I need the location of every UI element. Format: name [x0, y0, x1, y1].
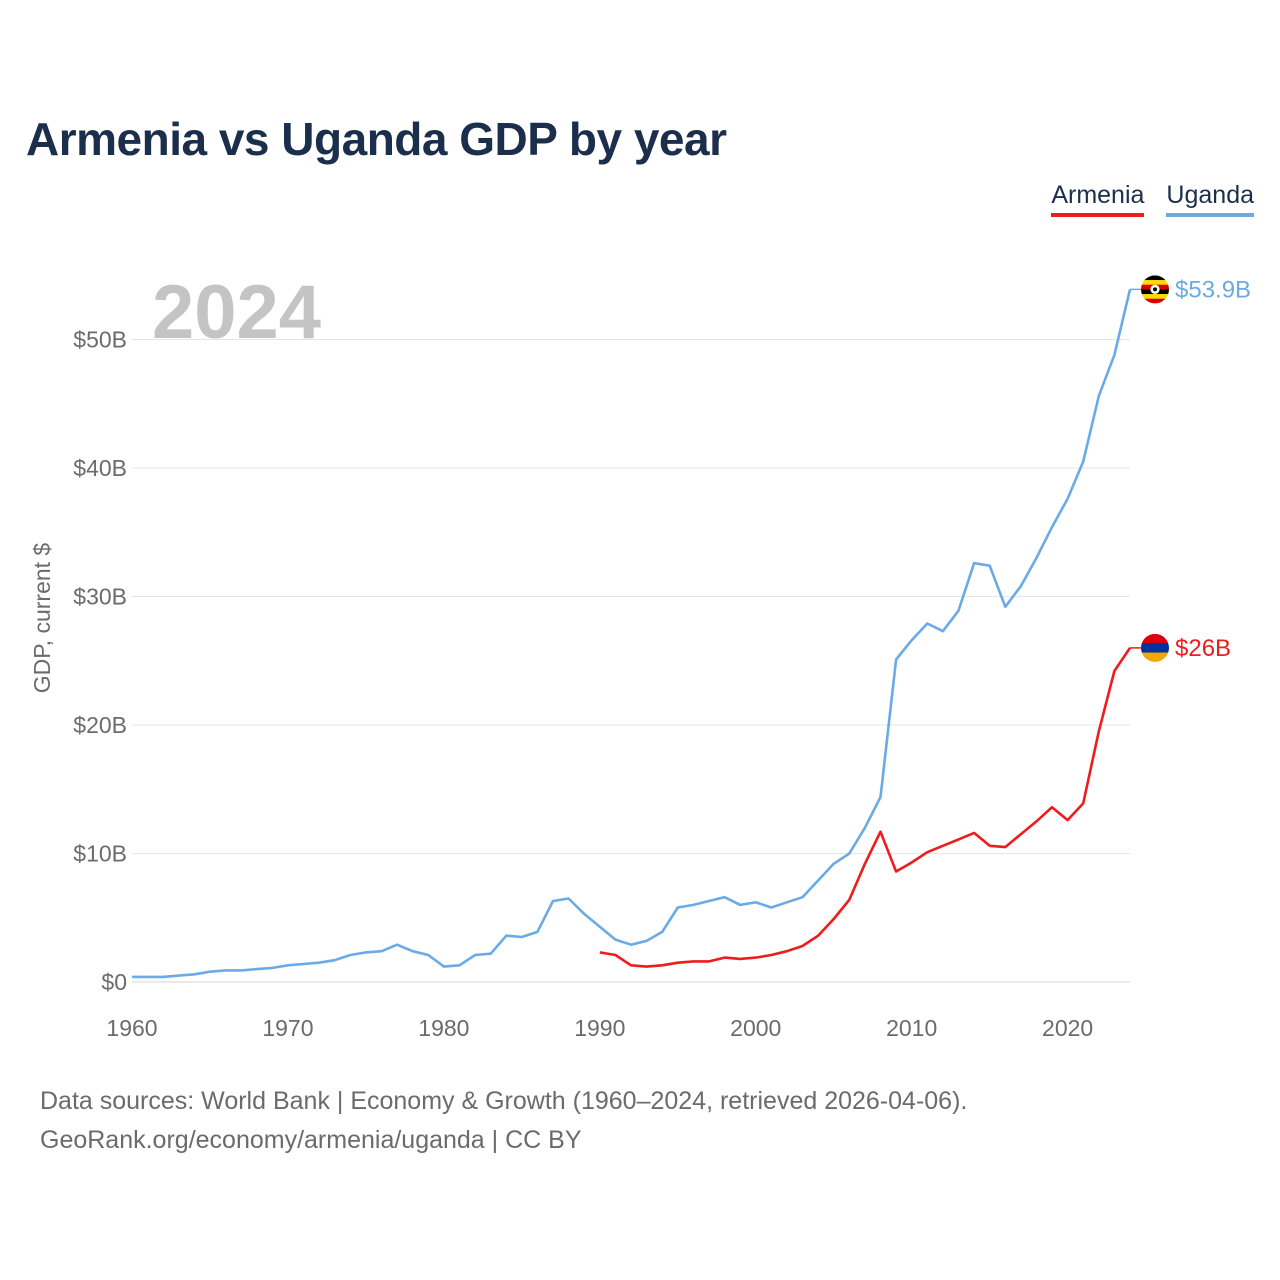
year-watermark: 2024 [152, 270, 321, 355]
y-tick-label: $40B [73, 455, 127, 481]
y-tick-label: $0 [101, 969, 127, 995]
y-axis-label: GDP, current $ [29, 543, 55, 694]
series-line-uganda[interactable] [132, 289, 1132, 979]
x-tick-label: 1960 [106, 1015, 157, 1041]
end-labels: $26B $53.9B [1130, 275, 1251, 662]
grid-lines [132, 339, 1130, 983]
x-tick-label: 2010 [886, 1015, 937, 1041]
x-tick-label: 2000 [730, 1015, 781, 1041]
source-line-2: GeoRank.org/economy/armenia/uganda | CC … [40, 1126, 582, 1154]
end-value-label-uganda: $53.9B [1175, 276, 1251, 303]
series-line-armenia[interactable] [599, 647, 1132, 968]
y-tick-label: $10B [73, 841, 127, 867]
x-axis-ticks: 1960 1970 1980 1990 2000 2010 2020 [106, 1015, 1093, 1041]
x-tick-label: 2020 [1042, 1015, 1093, 1041]
source-note: Data sources: World Bank | Economy & Gro… [40, 1082, 967, 1160]
source-line-1: Data sources: World Bank | Economy & Gro… [40, 1087, 968, 1115]
end-value-label-armenia: $26B [1175, 635, 1231, 662]
legend-item-uganda[interactable]: Uganda [1166, 180, 1254, 217]
chart-title: Armenia vs Uganda GDP by year [26, 113, 727, 165]
legend: Armenia Uganda [1051, 180, 1254, 217]
x-tick-label: 1980 [418, 1015, 469, 1041]
y-tick-label: $50B [73, 327, 127, 353]
y-axis-ticks: $0 $10B $20B $30B $40B $50B [73, 327, 127, 996]
legend-item-armenia[interactable]: Armenia [1051, 180, 1145, 217]
x-tick-label: 1970 [262, 1015, 313, 1041]
y-tick-label: $20B [73, 712, 127, 738]
y-tick-label: $30B [73, 584, 127, 610]
series [132, 289, 1132, 979]
uganda-flag-icon [1141, 275, 1169, 304]
x-tick-label: 1990 [574, 1015, 625, 1041]
armenia-flag-icon [1141, 633, 1169, 662]
